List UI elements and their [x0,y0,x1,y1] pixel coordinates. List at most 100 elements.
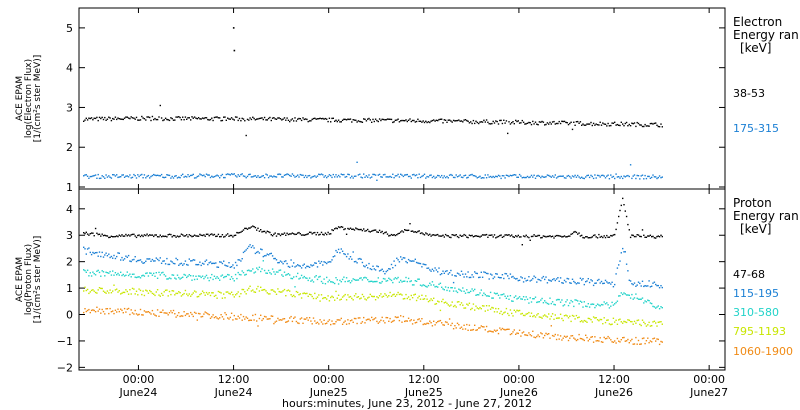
data-point [154,234,156,236]
data-point [275,118,278,120]
data-point [600,124,603,126]
data-point [199,313,201,315]
data-point [363,316,365,319]
data-point [121,234,123,236]
data-point [160,173,163,176]
data-point [397,276,399,279]
data-point [145,234,147,237]
data-point [299,277,301,279]
data-point [199,233,201,236]
data-point [207,118,209,121]
data-point [546,122,549,124]
data-point [438,118,440,121]
data-point [554,174,556,176]
data-point [614,303,616,305]
data-point [575,339,578,342]
data-point [603,317,605,319]
data-point [537,313,539,315]
data-point [618,124,620,126]
data-point [277,288,279,290]
data-point [176,259,179,261]
data-point [238,117,241,120]
data-point [306,317,308,319]
data-point [205,291,208,294]
data-point [447,323,449,325]
electron-y-axis-title: ACE EPAMlog(Electron Flux)[1/(cm²s ster … [15,55,43,142]
data-point [504,234,506,236]
data-point [393,278,395,280]
data-point [101,270,103,272]
data-point [450,269,452,272]
data-point [287,173,290,176]
data-point [336,251,338,253]
data-point [471,307,473,310]
data-point [433,284,435,286]
data-point [217,277,220,279]
data-point [398,176,401,178]
data-point [488,305,490,307]
data-point [660,285,662,287]
data-point [265,290,267,292]
data-point [578,333,580,336]
data-point [406,229,408,232]
data-point [559,235,562,237]
data-point [425,177,427,179]
data-point [444,270,447,273]
data-point [522,281,525,283]
x-tick-time-label: 00:00 [313,373,345,386]
data-point [171,117,173,120]
data-point [162,294,164,296]
data-point [97,289,99,291]
data-point [442,298,444,301]
data-point [316,278,319,281]
data-point [355,119,357,121]
data-point [327,281,329,283]
data-point [340,298,342,300]
data-point [545,276,547,278]
data-point [353,261,356,263]
data-point [570,335,572,337]
data-point [98,233,101,235]
data-point [653,337,656,339]
data-point [588,237,591,239]
data-point [187,313,189,315]
data-point [213,295,216,297]
data-point [356,296,358,298]
data-point [614,121,616,123]
data-point [126,290,128,293]
data-point [600,303,603,306]
data-point [84,269,86,272]
data-point [499,175,501,177]
data-point [308,293,311,295]
data-point [345,119,348,121]
data-point [357,317,360,319]
data-point [238,231,241,234]
data-point [427,300,430,303]
data-point [266,272,268,274]
data-point [648,280,650,282]
data-point [244,318,246,320]
data-point [241,117,243,120]
data-point [287,119,290,121]
data-point [278,269,280,272]
data-point [612,341,615,343]
data-point [612,122,615,124]
data-point [641,229,644,231]
data-point [279,260,282,262]
data-point [636,284,638,286]
data-point [501,122,504,125]
data-point [501,293,504,296]
data-point [183,263,185,265]
data-point [240,260,242,262]
data-point [507,312,509,315]
data-point [142,314,144,316]
data-point [371,176,373,178]
data-point [525,123,527,125]
data-point [344,293,346,296]
data-point [577,317,579,319]
data-point [429,299,431,302]
data-point [263,116,266,119]
electron-series-175-315 [83,161,663,181]
data-point [460,270,463,272]
data-point [435,322,438,324]
